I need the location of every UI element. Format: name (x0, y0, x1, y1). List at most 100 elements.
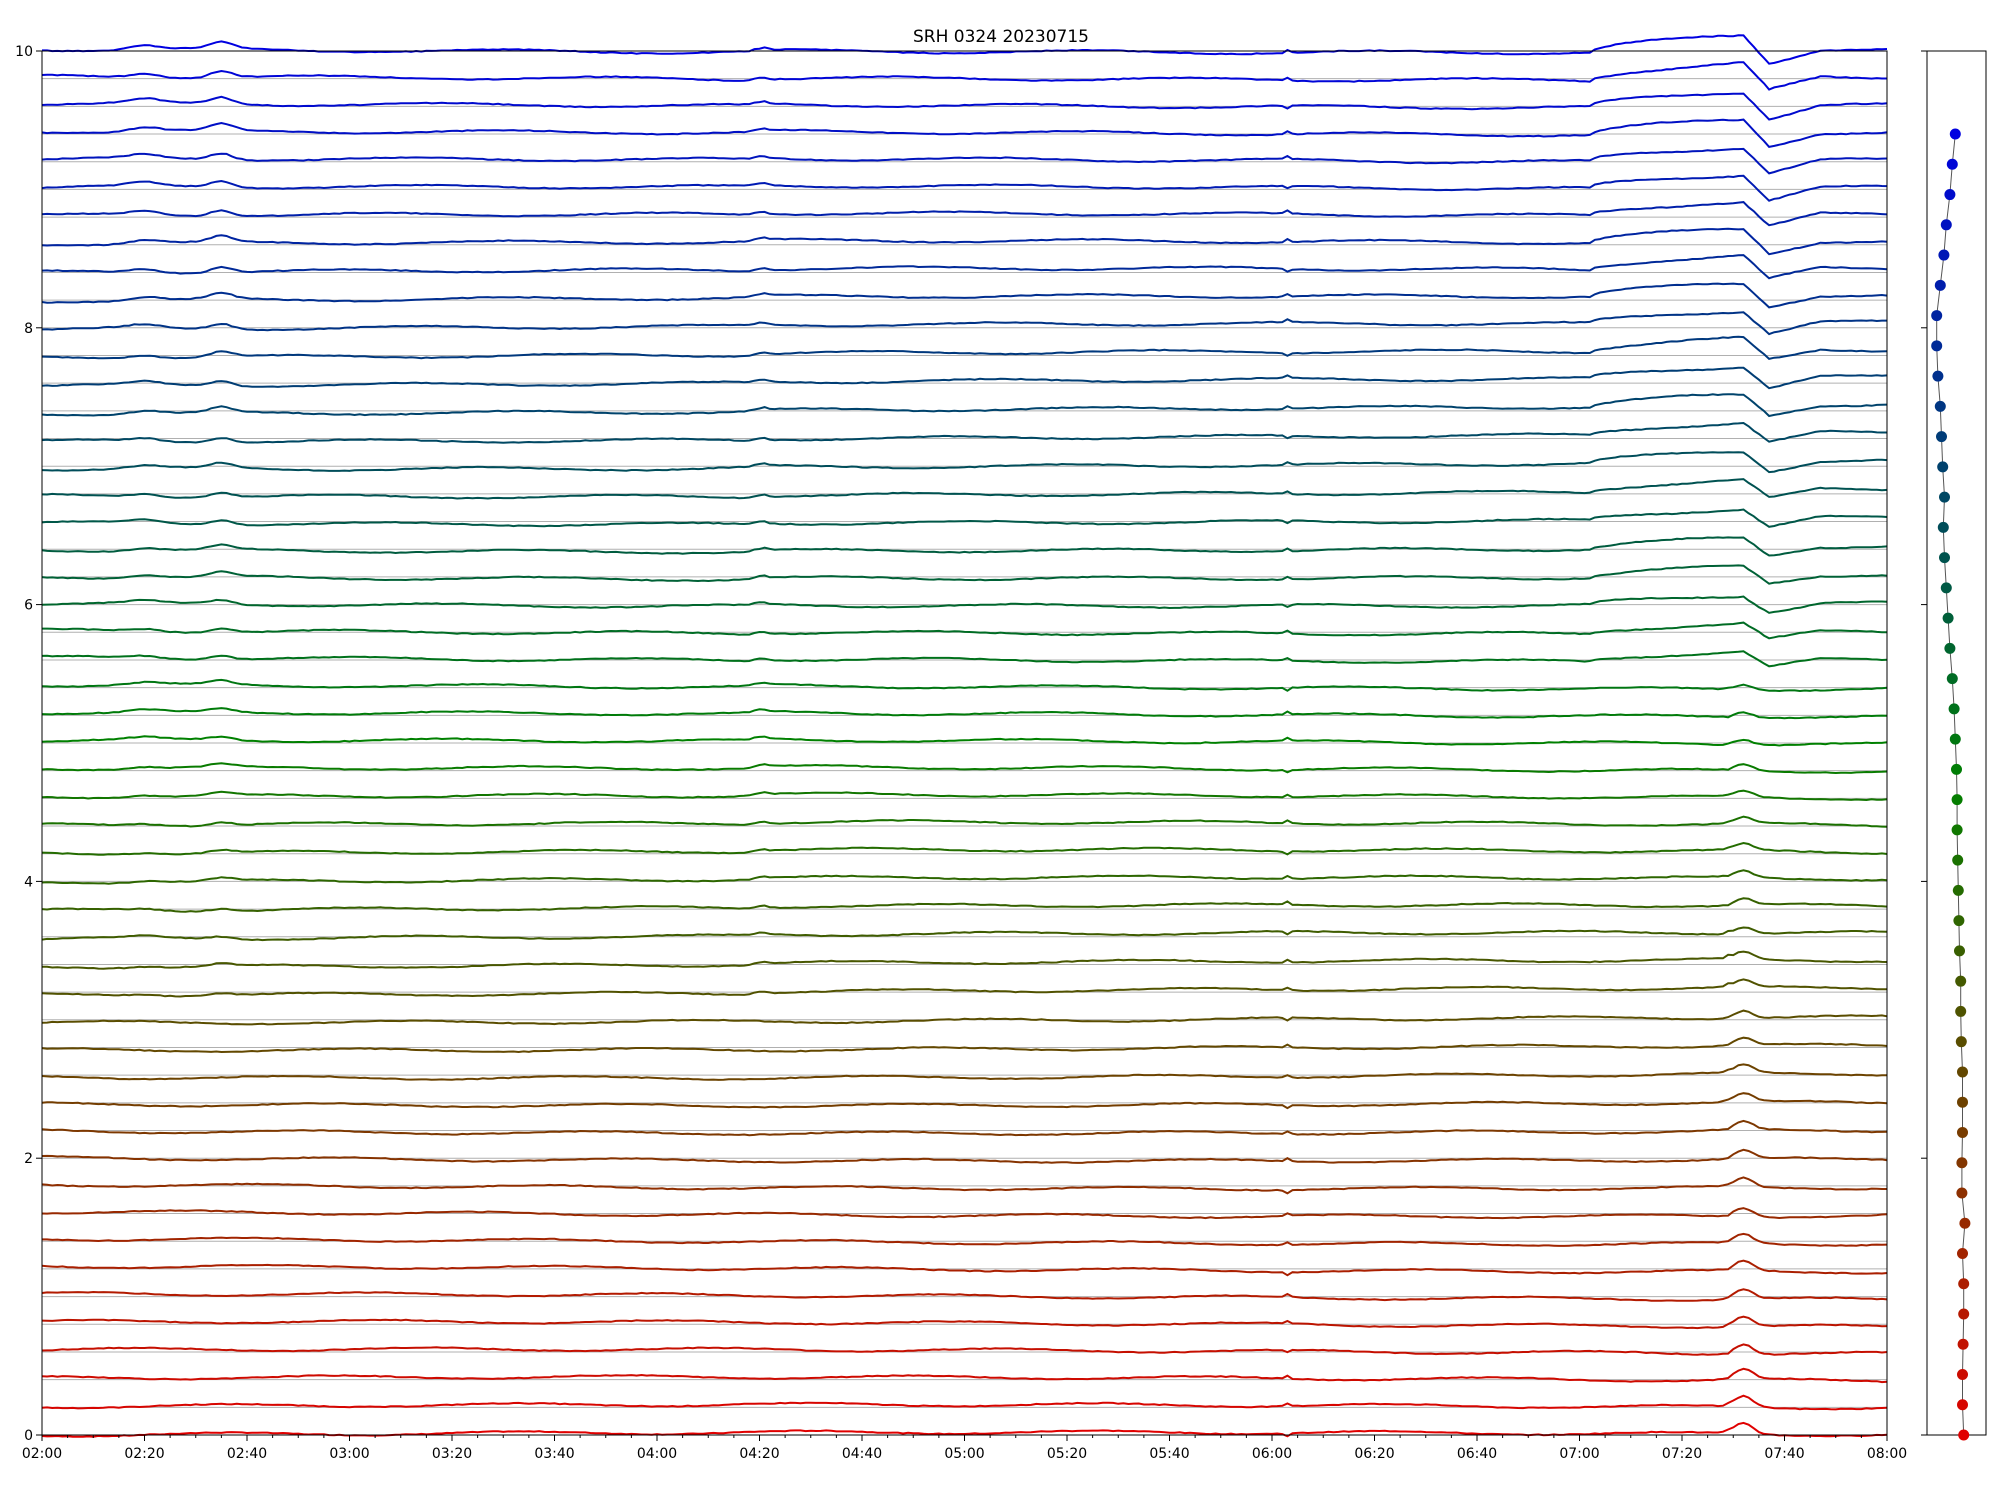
side-scatter-point (1958, 1308, 1970, 1320)
x-tick-label: 05:40 (1149, 1446, 1189, 1462)
trace-line (41, 1343, 1888, 1356)
trace-line (41, 451, 1888, 474)
side-scatter-point (1934, 279, 1946, 291)
side-scatter-point (1954, 945, 1965, 957)
trace-line (41, 61, 1887, 91)
side-scatter-point (1937, 521, 1949, 533)
trace-line (41, 595, 1888, 614)
trace-line (41, 335, 1888, 360)
main-plot: 02:00 02:20 02:40 03:00 03:20 03:40 04:00 04:20… (15, 34, 1907, 1462)
side-scatter-point (1956, 1187, 1968, 1199)
trace-line (41, 282, 1888, 309)
trace-line (41, 201, 1888, 227)
x-tick-label: 07:00 (1559, 1446, 1599, 1462)
x-tick-label: 04:00 (637, 1446, 677, 1462)
trace-line (41, 478, 1888, 500)
trace-line (41, 1176, 1887, 1195)
x-tick-label: 02:20 (124, 1446, 164, 1462)
x-tick-label: 04:20 (739, 1446, 779, 1462)
trace-line (41, 421, 1887, 444)
side-scatter-point (1931, 340, 1943, 352)
side-scatter-point (1937, 461, 1949, 473)
side-scatter-point (1956, 1157, 1968, 1169)
trace-line (41, 650, 1888, 668)
trace-line (41, 311, 1887, 336)
x-tick-label: 03:40 (534, 1446, 574, 1462)
trace-line (41, 1207, 1888, 1220)
y-tick-label: 4 (24, 874, 33, 890)
side-scatter-point (1931, 310, 1943, 322)
trace-line (41, 678, 1888, 693)
side-scatter-point (1949, 128, 1961, 140)
trace-line (41, 254, 1888, 280)
side-scatter-point (1939, 491, 1950, 503)
trace-line (41, 92, 1888, 121)
trace-line (41, 1036, 1888, 1054)
side-scatter-point (1938, 249, 1950, 261)
trace-series (41, 34, 1888, 1438)
x-tick-label: 06:40 (1457, 1446, 1497, 1462)
x-tick-label: 03:00 (329, 1446, 369, 1462)
side-scatter-point (1958, 1278, 1970, 1290)
trace-line (41, 1063, 1888, 1081)
x-tick-label: 02:00 (22, 1446, 62, 1462)
side-scatter-point (1951, 794, 1963, 806)
chart-title: SRH 0324 20230715 (913, 27, 1089, 47)
trace-line (41, 762, 1888, 775)
x-tick-label: 06:00 (1252, 1446, 1292, 1462)
y-tick-label: 8 (24, 321, 33, 337)
side-scatter-point (1949, 733, 1961, 745)
x-tick-label: 04:40 (842, 1446, 882, 1462)
side-y-axis (1921, 50, 1927, 1436)
side-scatter-point (1959, 1217, 1971, 1229)
side-scatter-point (1958, 1429, 1970, 1441)
x-tick-label: 05:20 (1047, 1446, 1087, 1462)
side-scatter-point (1944, 189, 1956, 201)
trace-line (41, 227, 1888, 256)
trace-line (41, 841, 1888, 856)
trace-line (41, 1367, 1888, 1384)
x-tick-label: 06:20 (1354, 1446, 1394, 1462)
side-scatter-point (1951, 763, 1962, 775)
y-tick-label: 0 (24, 1428, 33, 1444)
side-scatter-point (1934, 400, 1946, 412)
side-scatter-point (1957, 1399, 1968, 1411)
side-plot-frame (1926, 50, 1987, 1436)
trace-line (41, 118, 1888, 148)
trace-line (41, 1394, 1888, 1411)
side-scatter-point (1957, 1338, 1969, 1350)
trace-line (41, 393, 1888, 418)
side-scatter-point (1955, 1005, 1967, 1017)
x-tick-label: 02:40 (227, 1446, 267, 1462)
side-scatter-point (1952, 884, 1964, 896)
side-scatter-point (1944, 642, 1956, 654)
trace-line (41, 1315, 1888, 1330)
trace-line (41, 707, 1888, 720)
y-tick-label: 10 (15, 44, 33, 60)
side-scatter-point (1955, 1036, 1967, 1048)
trace-line (41, 508, 1888, 528)
side-scatter-point (1957, 1368, 1968, 1380)
trace-line (41, 174, 1888, 202)
trace-line (41, 564, 1888, 585)
x-axis: 02:00 02:20 02:40 03:00 03:20 03:40 04:00 04:20… (22, 1435, 1907, 1462)
x-tick-label: 07:20 (1662, 1446, 1702, 1462)
side-scatter-point (1946, 158, 1958, 170)
trace-line (41, 815, 1888, 828)
trace-line (41, 1092, 1888, 1110)
trace-line (41, 1009, 1888, 1026)
trace-line (41, 1148, 1888, 1164)
trace-line (42, 1232, 1888, 1247)
y-tick-label: 2 (24, 1151, 33, 1167)
trace-line (41, 978, 1888, 998)
trace-line (41, 897, 1888, 913)
x-tick-label: 07:40 (1764, 1446, 1804, 1462)
y-axis: 0 2 4 6 8 10 (15, 44, 42, 1444)
trace-line (41, 1259, 1888, 1277)
trace-line (41, 789, 1888, 802)
side-scatter-point (1952, 854, 1964, 866)
trace-line (41, 536, 1888, 557)
side-scatter-point (1936, 431, 1947, 443)
y-tick-label: 6 (24, 598, 33, 614)
